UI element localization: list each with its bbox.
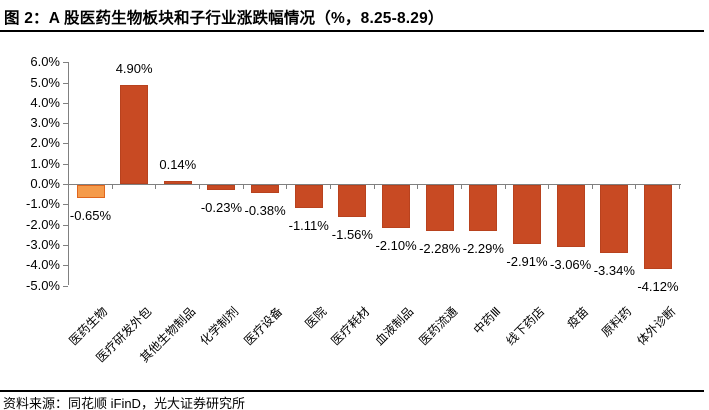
bar: [294, 185, 323, 208]
bar: [469, 185, 498, 232]
y-axis-tick: [63, 102, 68, 104]
y-tick-label: 3.0%: [30, 115, 60, 131]
y-tick-label: 2.0%: [30, 135, 60, 151]
x-axis-tick: [242, 184, 244, 189]
bar: [556, 185, 585, 248]
x-axis-tick: [548, 184, 550, 189]
y-tick-label: -4.0%: [26, 257, 60, 273]
x-axis-tick: [198, 184, 200, 189]
bar: [251, 185, 280, 193]
category-label: 中药Ⅲ: [470, 304, 504, 338]
y-tick-label: 5.0%: [30, 74, 60, 90]
category-label: 体外诊断: [634, 304, 679, 349]
source-divider: [0, 390, 704, 392]
bar-value-label: -4.12%: [637, 278, 679, 294]
bar-value-label: -1.11%: [288, 217, 329, 233]
y-axis-tick: [63, 143, 68, 145]
y-axis-tick: [63, 244, 68, 246]
bar: [76, 185, 105, 199]
category-label: 医疗设备: [241, 304, 286, 349]
category-label: 线下药店: [503, 304, 548, 349]
x-axis-tick: [329, 184, 331, 189]
category-label: 疫苗: [563, 304, 591, 332]
bar: [643, 185, 672, 269]
bar-value-label: 0.14%: [159, 157, 197, 173]
category-label: 原料药: [599, 304, 635, 340]
x-axis-tick: [679, 184, 681, 189]
y-axis-tick: [63, 204, 68, 206]
source-note: 资料来源：同花顺 iFinD，光大证券研究所: [3, 396, 245, 410]
x-axis-tick: [635, 184, 637, 189]
bar-value-label: -2.28%: [419, 241, 461, 257]
x-axis-tick: [417, 184, 419, 189]
y-axis-line: [68, 62, 69, 286]
bar-value-label: -2.91%: [506, 254, 548, 270]
y-axis-tick: [63, 82, 68, 84]
bar-value-label: -3.34%: [593, 262, 635, 278]
category-label: 医疗耗材: [328, 304, 373, 349]
bar: [425, 185, 454, 232]
bar-chart: 6.0% 5.0% 4.0% 3.0% 2.0% 1.0% 0.0% -1.0% -2.0% -3…: [0, 40, 709, 385]
bar-value-label: -3.06%: [550, 257, 592, 273]
y-tick-label: 4.0%: [30, 94, 60, 110]
x-axis-tick: [373, 184, 375, 189]
y-tick-label: -2.0%: [26, 216, 60, 232]
bar: [513, 185, 541, 245]
bar-value-label: 4.90%: [115, 60, 153, 76]
y-axis-tick: [63, 224, 68, 226]
x-axis-line: [68, 184, 682, 185]
category-label: 医院: [302, 304, 329, 332]
y-tick-label: 1.0%: [30, 155, 60, 171]
bar-value-label: -0.23%: [200, 199, 243, 215]
bar: [120, 84, 149, 184]
bar: [207, 185, 236, 190]
y-axis-tick: [63, 163, 68, 165]
y-axis-tick: [63, 123, 68, 125]
category-label: 医药流通: [416, 304, 460, 349]
category-label: 化学制剂: [197, 304, 242, 349]
bar-value-label: -2.10%: [375, 237, 417, 253]
bar-value-label: -1.56%: [331, 226, 373, 242]
x-axis-tick: [155, 184, 157, 189]
y-tick-label: -5.0%: [26, 277, 60, 293]
y-tick-label: -1.0%: [26, 196, 60, 212]
y-axis-tick: [63, 184, 68, 185]
y-axis-tick: [63, 285, 68, 287]
x-axis-tick: [504, 184, 506, 189]
bar: [382, 185, 411, 228]
y-axis-tick: [63, 265, 68, 267]
figure-title: 图 2：A 股医药生物板块和子行业涨跌幅情况（%，8.25-8.29）: [4, 10, 444, 27]
category-label: 血液制品: [372, 304, 417, 349]
bar-value-label: -2.29%: [462, 241, 504, 257]
y-axis-tick: [63, 62, 68, 64]
x-axis-tick: [68, 184, 69, 189]
y-tick-label: 0.0%: [30, 176, 60, 191]
bar: [338, 185, 367, 217]
y-tick-label: -3.0%: [26, 236, 60, 252]
bar: [600, 185, 629, 253]
x-axis-tick: [591, 184, 593, 189]
y-tick-label: 6.0%: [30, 54, 60, 70]
title-divider: [0, 30, 704, 32]
x-axis-tick: [286, 184, 288, 189]
x-axis-tick: [460, 184, 462, 189]
bar-value-label: -0.65%: [69, 208, 112, 224]
bar-value-label: -0.38%: [244, 202, 286, 218]
bar: [163, 181, 192, 184]
x-axis-tick: [111, 184, 113, 189]
category-label: 医药生物: [66, 304, 111, 349]
